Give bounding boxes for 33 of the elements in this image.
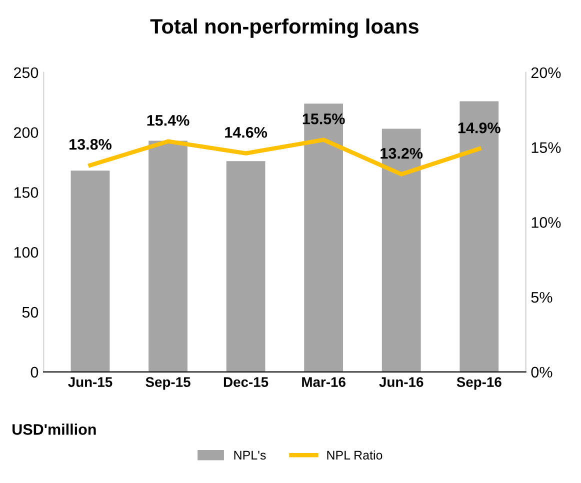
legend-label: NPL's: [234, 450, 266, 460]
y-tick-label: 0: [30, 366, 38, 378]
x-tick-label: Jun-16: [379, 377, 424, 387]
data-label: 13.8%: [70, 138, 112, 150]
data-label: 15.5%: [302, 114, 345, 124]
bar: [304, 104, 344, 372]
y2-tick-label: 20%: [531, 67, 561, 78]
chart-title: Total non-performing loans: [150, 18, 418, 38]
x-tick-label: Mar-16: [302, 377, 346, 387]
bar: [382, 128, 421, 372]
x-tick-label: Dec-15: [224, 377, 268, 387]
bar: [226, 161, 266, 372]
bar: [460, 101, 499, 372]
y2-tick-label: 0%: [531, 366, 552, 378]
y-tick-label: 250: [14, 67, 38, 78]
legend-label: NPL Ratio: [327, 450, 382, 460]
bar: [148, 140, 188, 372]
data-label: 15.4%: [147, 115, 190, 126]
text: USD'million: [12, 424, 96, 435]
y-tick-label: 100: [14, 246, 38, 258]
y2-tick-label: 10%: [532, 217, 561, 228]
data-label: 14.9%: [458, 122, 500, 134]
x-tick-label: Jun-15: [68, 377, 112, 387]
y-tick-label: 200: [14, 127, 38, 138]
data-label: 14.6%: [225, 126, 268, 138]
x-tick-label: Sep-16: [456, 377, 502, 390]
y2-tick-label: 15%: [532, 142, 561, 153]
y-tick-label: 50: [22, 306, 38, 318]
y-tick-label: 150: [14, 187, 38, 198]
data-label: 13.2%: [380, 148, 423, 159]
y2-tick-label: 5%: [531, 292, 552, 303]
bar: [70, 170, 110, 372]
x-tick-label: Sep-15: [146, 377, 190, 390]
